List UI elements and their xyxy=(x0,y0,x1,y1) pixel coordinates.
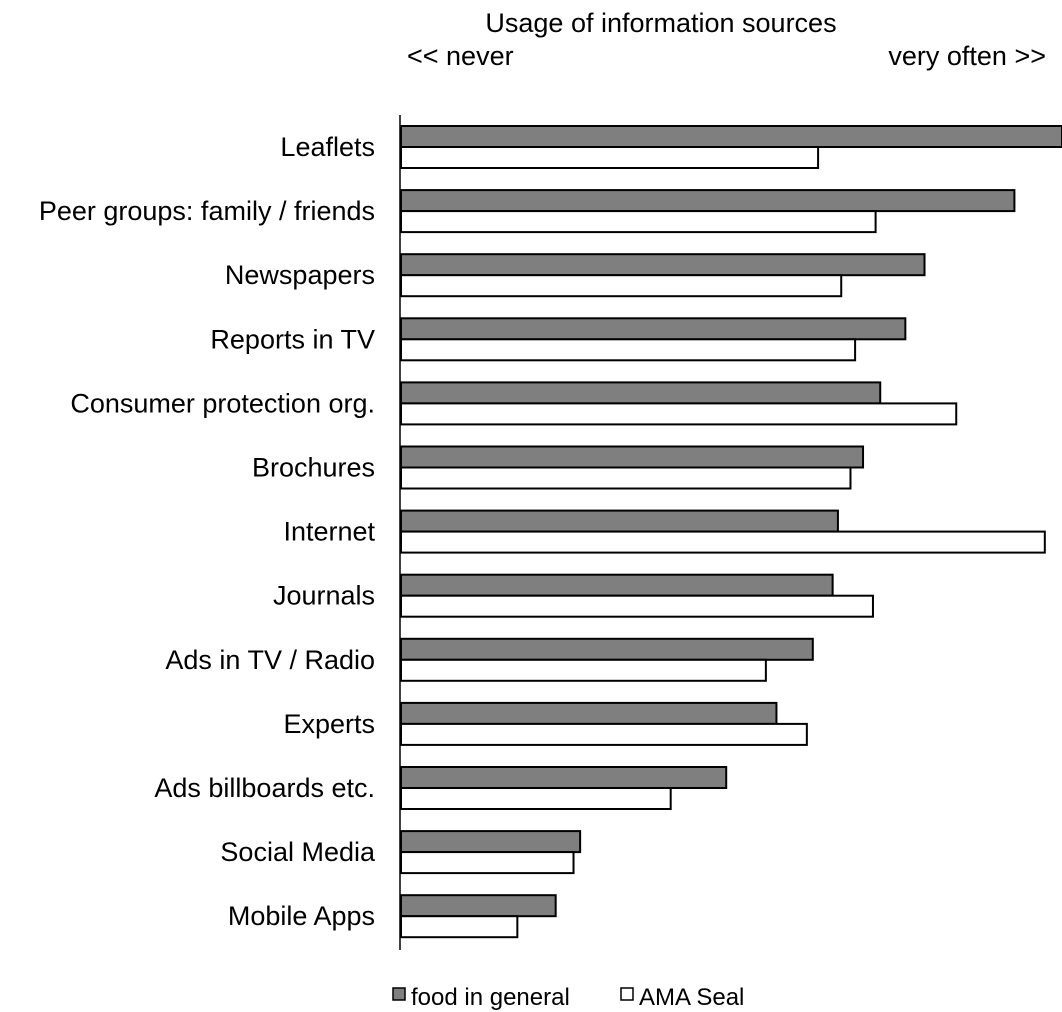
bar-food-in-general xyxy=(400,445,865,469)
bar-food-in-general xyxy=(400,317,907,341)
legend: food in general AMA Seal xyxy=(392,984,744,1011)
scale-right-label: very often >> xyxy=(888,41,1046,71)
category-label: Peer groups: family / friends xyxy=(39,196,375,226)
bar-ama-seal xyxy=(400,402,958,426)
legend-label: AMA Seal xyxy=(639,984,744,1011)
bar-ama-seal xyxy=(400,851,575,875)
chart-title: Usage of information sources xyxy=(485,8,836,38)
category-label: Brochures xyxy=(252,453,375,483)
bar-ama-seal xyxy=(400,146,820,169)
bar-food-in-general xyxy=(400,189,1016,213)
category-label: Reports in TV xyxy=(210,324,375,354)
bar-ama-seal xyxy=(400,274,843,298)
bar-food-in-general xyxy=(400,894,557,918)
bar-food-in-general xyxy=(400,701,778,725)
legend-swatch xyxy=(620,987,634,1001)
bar-ama-seal xyxy=(400,722,808,746)
category-label: Mobile Apps xyxy=(228,901,375,931)
bar-food-in-general xyxy=(400,381,882,405)
bar-food-in-general xyxy=(400,766,728,789)
bar-food-in-general xyxy=(400,637,814,661)
scale-left-label: << never xyxy=(407,41,514,71)
category-label: Experts xyxy=(283,709,375,739)
category-labels: Leaflets Peer groups: family / friends New… xyxy=(39,132,376,931)
bar-ama-seal xyxy=(400,530,1046,554)
bars-layer xyxy=(400,125,1062,939)
category-label: Internet xyxy=(283,517,375,547)
bar-ama-seal xyxy=(400,210,877,234)
bar-ama-seal xyxy=(400,658,767,682)
category-label: Consumer protection org. xyxy=(70,388,375,418)
category-label: Ads in TV / Radio xyxy=(165,645,375,675)
category-label: Leaflets xyxy=(280,132,375,162)
bar-ama-seal xyxy=(400,915,519,939)
bar-ama-seal xyxy=(400,338,857,362)
bar-food-in-general xyxy=(400,573,834,597)
legend-swatch xyxy=(392,987,406,1001)
category-label: Journals xyxy=(273,581,375,611)
bar-food-in-general xyxy=(400,830,582,854)
bar-food-in-general xyxy=(400,509,839,533)
category-label: Ads billboards etc. xyxy=(154,773,375,803)
bar-ama-seal xyxy=(400,787,672,810)
category-label: Newspapers xyxy=(225,260,375,290)
bar-food-in-general xyxy=(400,253,926,277)
bar-food-in-general xyxy=(400,125,1062,148)
bar-ama-seal xyxy=(400,466,852,490)
category-label: Social Media xyxy=(220,837,376,867)
bar-ama-seal xyxy=(400,594,874,618)
legend-label: food in general xyxy=(411,984,570,1011)
